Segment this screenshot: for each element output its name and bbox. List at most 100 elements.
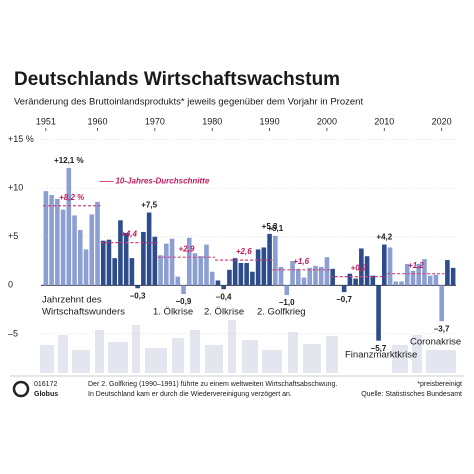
value-label: +7,5 (141, 201, 157, 210)
bar (370, 275, 376, 286)
bar (112, 258, 117, 286)
bar (77, 229, 83, 286)
footer-source: Quelle: Statistisches Bundesamt (361, 391, 462, 398)
average-label: +2,6 (236, 247, 252, 256)
average-label: +2,9 (179, 244, 195, 253)
value-label: +5,1 (267, 224, 283, 233)
bar (410, 270, 416, 286)
footer-brand: Globus (34, 391, 58, 398)
y-tick-label: +15 % (8, 134, 34, 144)
footer-note: *preisbereinigt (417, 381, 462, 388)
bar (123, 232, 129, 286)
bar (382, 244, 387, 286)
bar (169, 238, 175, 286)
value-label: –3,7 (434, 324, 450, 333)
value-label: –0,7 (336, 295, 352, 304)
bar (422, 259, 427, 286)
bar (347, 273, 353, 286)
bar (313, 265, 318, 286)
bar (318, 266, 324, 286)
chart-title: Deutschlands Wirtschaftswachstum (14, 69, 340, 90)
bar (238, 263, 244, 286)
bar (43, 191, 49, 286)
bar (83, 249, 89, 286)
average-label: +4,4 (121, 230, 137, 239)
bar (95, 201, 100, 286)
bar (204, 244, 209, 286)
average-label: +0,9 (351, 264, 367, 273)
bar (158, 255, 163, 286)
annotation: Wirtschaftswunders (42, 307, 125, 318)
average-label: +1,6 (293, 257, 309, 266)
bar (290, 261, 295, 286)
bar (255, 249, 261, 286)
bar (399, 281, 404, 286)
average-label: +1,2 (408, 261, 424, 270)
bar (267, 233, 272, 286)
plot: +15 % +10 +5 0 –5 1951 1960 1970 1980 1990 2000 201… (8, 116, 456, 353)
bar (66, 167, 72, 286)
bar (439, 285, 444, 322)
bar (152, 236, 158, 286)
value-label: +12,1 % (54, 156, 84, 165)
bar (427, 275, 433, 286)
bar (192, 253, 198, 286)
x-tick-label: 2010 (374, 116, 394, 126)
annotation: Finanzmarktkrise (345, 350, 417, 361)
value-label: +5,3 (262, 222, 278, 231)
bar (215, 280, 221, 286)
bar (393, 281, 399, 286)
bar (55, 198, 60, 286)
bar (60, 209, 66, 286)
bar (141, 231, 146, 286)
bar (164, 243, 169, 286)
bar (445, 260, 450, 286)
x-tick-label: 1951 (36, 116, 56, 126)
bar (353, 278, 358, 286)
value-label: +4,2 (376, 233, 392, 242)
chart-subtitle: Veränderung des Bruttoinlandsprodukts* j… (14, 97, 363, 108)
bar (209, 271, 215, 286)
bar (364, 256, 370, 286)
bar (416, 263, 422, 286)
logo (12, 380, 30, 398)
bar (376, 285, 381, 341)
bar (221, 285, 226, 290)
footer-code: 016172 (34, 381, 57, 388)
bar (284, 285, 290, 296)
footer-note: In Deutschland kam er durch die Wiederve… (88, 391, 292, 398)
x-tick-label: 1990 (260, 116, 280, 126)
bar (106, 239, 112, 286)
bar (324, 257, 330, 286)
bar (341, 285, 347, 293)
average-label: +8,2 % (59, 193, 84, 202)
value-label: –1,0 (279, 298, 295, 307)
x-tick-label: 1970 (145, 116, 165, 126)
bar (129, 258, 135, 286)
bar (278, 266, 284, 286)
annotation: 2. Ölkrise (204, 307, 244, 318)
average-legend: 10-Jahres-Durchschnitte (115, 177, 209, 186)
x-tick-label: 2020 (432, 116, 452, 126)
bar (118, 220, 123, 286)
x-tick-label: 2000 (317, 116, 337, 126)
bar (250, 271, 255, 286)
y-tick-label: +5 (8, 231, 18, 241)
bar (100, 240, 106, 286)
value-label: –0,3 (130, 291, 146, 300)
bar (227, 269, 232, 286)
x-tick-label: 1960 (87, 116, 107, 126)
skyline (40, 320, 456, 373)
bar (198, 256, 204, 286)
bar (232, 258, 238, 286)
bar (49, 195, 54, 286)
y-tick-label: 0 (8, 280, 13, 290)
bar (404, 263, 410, 286)
bar (181, 285, 186, 295)
bar (261, 247, 267, 286)
x-tick-label: 1980 (202, 116, 222, 126)
bar (301, 277, 307, 286)
annotation: 2. Golfkrieg (257, 307, 306, 318)
bar (387, 247, 393, 286)
